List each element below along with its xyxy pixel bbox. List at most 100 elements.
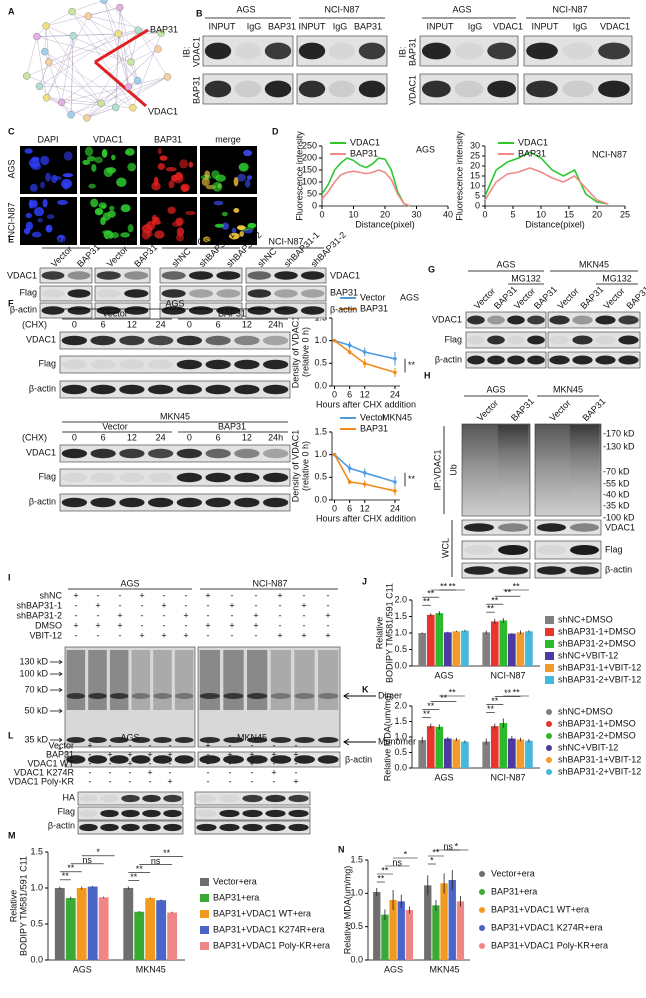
condition-mark: - <box>75 630 78 640</box>
blot-band <box>598 42 630 60</box>
row-label: BAP31 <box>407 38 417 66</box>
x-tick-label: AGS <box>73 964 92 974</box>
condition-mark: - <box>185 600 188 610</box>
marker <box>347 343 352 348</box>
condition-mark: + <box>293 776 298 786</box>
cell <box>100 216 106 226</box>
bar <box>405 910 414 960</box>
condition-mark: + <box>227 749 232 759</box>
blot-band <box>507 315 525 325</box>
network-edge <box>46 15 89 98</box>
significance: ** <box>163 848 171 858</box>
significance: ** <box>381 865 389 875</box>
condition-mark: - <box>119 600 122 610</box>
bar <box>516 632 525 666</box>
y-tick-label: 10 <box>470 180 480 190</box>
row-label: Flag <box>444 334 462 344</box>
blot-band <box>205 448 231 459</box>
cell <box>24 148 33 154</box>
y-axis-label: (relative 0 h) <box>300 441 310 491</box>
cell <box>175 217 184 226</box>
network-edge <box>71 11 119 34</box>
cell <box>175 233 184 242</box>
blot-band <box>498 566 528 575</box>
blot-band <box>90 359 116 370</box>
blot-band <box>265 809 286 818</box>
arrow <box>343 738 376 746</box>
condition-mark: + <box>277 630 282 640</box>
significance: ** <box>513 687 521 697</box>
monomer-band <box>294 737 315 743</box>
cell <box>170 174 179 182</box>
network-edge <box>44 25 47 52</box>
bar <box>482 632 491 666</box>
x-tick-label: 25 <box>620 209 630 219</box>
legend-swatch <box>546 769 552 775</box>
condition-mark: - <box>163 620 166 630</box>
significance: * <box>455 841 459 851</box>
condition-mark: - <box>207 749 210 759</box>
condition-mark: - <box>231 610 234 620</box>
blot <box>197 646 341 748</box>
label: INPUT <box>299 21 327 31</box>
cell <box>45 224 53 233</box>
blot-band <box>562 42 594 60</box>
significance: ** <box>487 704 495 714</box>
bar <box>525 740 533 768</box>
condition-mark: + <box>183 630 188 640</box>
significance: ** <box>408 360 416 370</box>
legend-label: Vector+era <box>491 868 535 878</box>
significance: ** <box>427 589 435 599</box>
y-tick-label: 2.0 <box>394 594 407 604</box>
condition-mark: + <box>249 749 254 759</box>
bar <box>123 888 134 960</box>
condition-mark: + <box>183 610 188 620</box>
label: MKN45 <box>160 411 190 421</box>
network-node <box>35 82 44 90</box>
blot-band <box>298 42 326 60</box>
condition-mark: + <box>139 590 144 600</box>
blot-band <box>572 335 593 345</box>
blot-band <box>618 355 639 365</box>
smear-lane <box>153 650 172 710</box>
blot-band <box>265 794 286 803</box>
y-axis-label: Relative MDA(um/mg) <box>382 693 392 782</box>
blot-band <box>549 315 570 325</box>
marker-arrow <box>50 687 63 693</box>
cell <box>221 211 228 217</box>
legend-swatch <box>546 757 552 763</box>
cell <box>203 236 211 243</box>
blot-band <box>41 271 65 280</box>
marker <box>332 338 337 343</box>
blot <box>59 444 291 463</box>
blot-band <box>569 544 600 556</box>
legend-swatch <box>200 894 209 902</box>
blot-band <box>216 289 241 298</box>
smear-lane <box>131 650 151 710</box>
blot <box>465 311 547 329</box>
condition-mark: - <box>109 776 112 786</box>
x-tick-label: 12 <box>360 503 370 513</box>
condition-mark: - <box>229 767 232 777</box>
condition-mark: - <box>207 758 210 768</box>
cell <box>179 159 189 169</box>
legend-swatch <box>545 652 554 660</box>
blot-band <box>262 497 289 508</box>
bar <box>167 912 178 960</box>
label: (CHX) <box>22 319 47 329</box>
condition-mark: + <box>205 740 210 750</box>
y-tick-label: 1.5 <box>350 854 363 864</box>
condition-mark: - <box>163 590 166 600</box>
cell <box>236 173 247 182</box>
y-tick-label: 0.5 <box>30 918 43 928</box>
blot <box>59 380 291 399</box>
cell <box>247 223 257 228</box>
label: WCL <box>440 538 450 558</box>
cell <box>56 199 68 206</box>
network-edge <box>103 0 138 81</box>
network-node <box>133 76 142 85</box>
bar <box>54 888 65 960</box>
significance: ** <box>491 596 499 606</box>
significance: ** <box>440 693 448 703</box>
condition-mark: - <box>303 610 306 620</box>
